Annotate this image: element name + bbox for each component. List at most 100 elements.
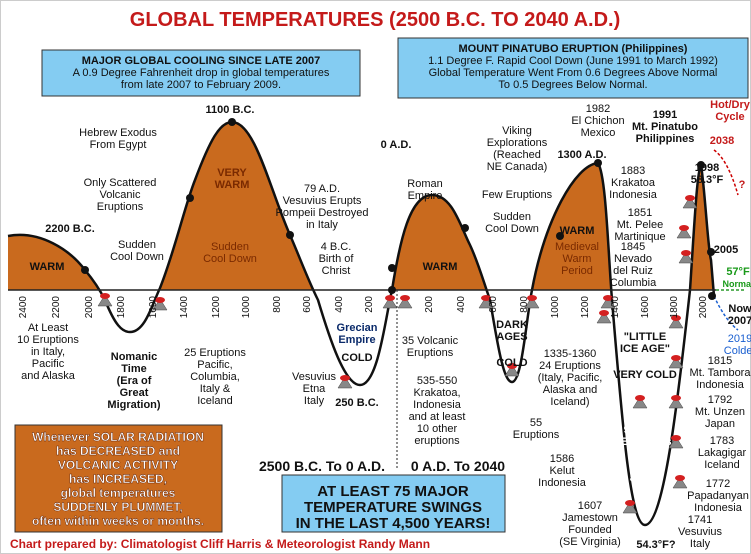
annotation-line: Migration) [107,399,160,411]
annotation: Sudden Cool Down [203,241,257,265]
annotation-line: 535-550 [417,375,457,387]
point [594,159,602,167]
annotation: 79 A.D. Vesuvius Erupts Pompeii Destroyed i… [276,183,369,231]
labels: MAJOR GLOBAL COOLING SINCE LATE 2007 A 0.… [17,43,751,551]
annotation: 1815 Mt. Tambora Indonesia [690,355,751,391]
annotation-line: Period [561,265,593,277]
eruption [675,475,685,481]
annotation-line: Columbia, [190,371,240,383]
annotation: 1783 Lakagigar Iceland [698,435,747,471]
pinatubo-text-line: To 0.5 Degrees Below Normal. [498,79,647,91]
annotation-line: in Italy, [31,346,65,358]
annotation: 1845 Nevado del Ruiz Columbia [610,241,657,289]
annotation-line: NE Canada) [487,161,548,173]
annotation-line: COLD [341,352,372,364]
annotation-line: 54.3°F? [636,539,676,551]
point [186,194,194,202]
eruption [625,500,635,506]
annotation-line: Martinique [614,231,665,243]
annotation-line: Sudden [493,211,531,223]
annotation-line: Nomanic [111,351,157,363]
annotation-line: 2019 [728,333,751,345]
annotation: 1883 Krakatoa Indonesia [609,165,658,201]
annotation-line: Mt. Tambora [690,367,751,379]
annotation: Now 2007 [728,303,751,327]
forecast-hot [713,149,739,196]
eruption [671,435,681,441]
year-label: 1400 [610,296,621,319]
annotation-line: Philippines [636,133,695,145]
year-label: 1600 [640,296,651,319]
annotation: 4 B.C. Birth of Christ [319,241,355,277]
annotation: 1607 Jamestown Founded (SE Virginia) [559,500,621,548]
annotation-line: alone) [630,472,663,484]
annotation-line: 24 Eruptions [539,360,601,372]
annotation-line: COLD [496,357,527,369]
annotation: 250 B.C. [335,397,378,409]
annotation-line: Eruptions [97,201,144,213]
annotation-line: Mt. Pelee [617,219,663,231]
annotation-line: Indonesia [696,379,745,391]
annotation-line: Sudden [118,239,156,251]
annotation: 1335-1360 24 Eruptions (Italy, Pacific, Ala… [538,348,603,408]
annotation-line: 58.3°F [691,174,724,186]
point [228,118,236,126]
eruption [507,363,517,369]
annotation-line: Japan [705,418,735,430]
points [81,118,716,300]
annotation-line: 2005 [714,244,738,256]
annotation: 2005 [714,244,738,256]
annotation: "LITTLE ICE AGE" [620,331,670,355]
annotation-line: del Ruiz [613,265,653,277]
point [697,161,705,169]
annotation-line: eruptions [414,435,460,447]
title: GLOBAL TEMPERATURES (2500 B.C. TO 2040 A… [130,9,620,31]
annotation-line: VERY COLD [613,369,677,381]
annotation-line: Normal [722,279,751,289]
annotation-line: "LITTLE [624,331,667,343]
annotation: Hot/Dry Cycle [710,99,751,123]
annotation-line: Krakatoa, [413,387,460,399]
annotation-line: Iceland [197,395,232,407]
annotation-line: 1586 [550,453,574,465]
eruption [481,295,491,301]
annotation-line: VERY [217,167,247,179]
annotation: COLD [341,352,372,364]
annotation: Viking Explorations (Reached NE Canada) [487,125,548,173]
annotation-line: Columbia [610,277,657,289]
annotation: 1586 Kelut Indonesia [538,453,587,489]
annotation-line: Mexico [581,127,616,139]
annotation-line: Italy [304,395,325,407]
annotation-line: 10 Eruptions [17,334,79,346]
annotation-line: Volcanic [100,189,141,201]
swings-text-line: AT LEAST 75 MAJOR [317,483,469,500]
annotation: Normal [722,279,751,289]
annotation-line: Pacific [32,358,65,370]
year-label: 1800 [669,296,680,319]
annotation-line: Viking [502,125,532,137]
annotation: 35 Volcanic Eruptions [402,335,459,359]
annotation: 1100 B.C. [206,104,255,116]
annotation-line: Italy [690,538,711,550]
solar-text-line: has DECREASED and [56,444,180,458]
annotation-line: At Least [624,412,668,424]
annotation-line: 250 B.C. [335,397,378,409]
annotation-line: Warm [563,253,592,265]
annotation: At Least 10 Eruptions in Italy, Pacific and … [17,322,79,382]
eruption [671,395,681,401]
annotation: 54.3°F? [636,539,676,551]
annotation-line: DARK [496,319,528,331]
pinatubo-box [397,37,749,99]
annotation-line: Indonesia [413,399,462,411]
year-label: 2200 [51,296,62,319]
annotation: 0 A.D. [381,139,412,151]
annotation: Sudden Cool Down [110,239,164,263]
annotation: DARK AGES [496,319,528,343]
annotation-line: 79 A.D. [304,183,340,195]
annotation-line: Etna [303,383,327,395]
annotation: Vesuvius Etna Italy [292,371,337,407]
annotation-line: 1660 [634,460,658,472]
solar-text-line: VOLCANIC ACTIVITY [58,458,178,472]
annotation-line: Krakatoa [611,177,656,189]
